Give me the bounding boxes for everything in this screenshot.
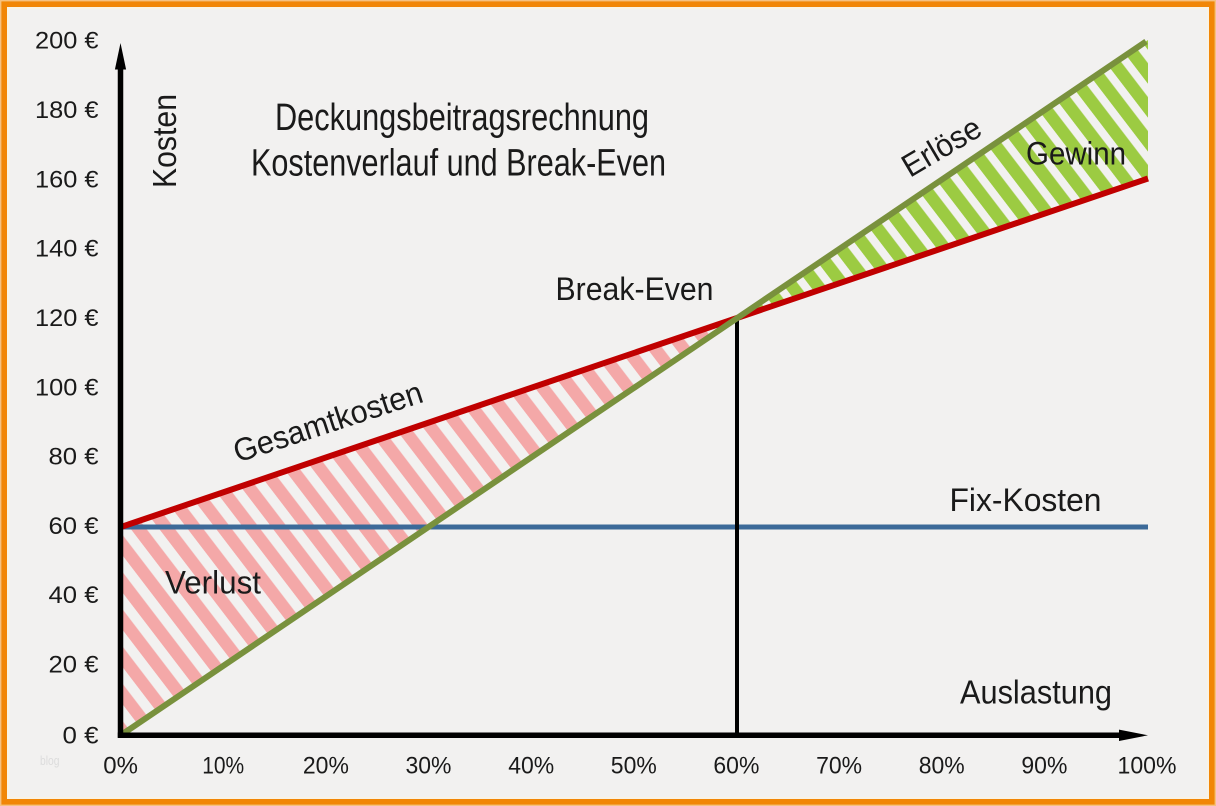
svg-text:120 €: 120 € <box>35 305 99 332</box>
svg-text:Deckungsbeitragsrechnung: Deckungsbeitragsrechnung <box>275 97 649 139</box>
svg-text:100 €: 100 € <box>35 374 99 401</box>
svg-text:0%: 0% <box>103 753 138 780</box>
svg-text:50%: 50% <box>611 753 657 780</box>
svg-text:200 €: 200 € <box>35 28 99 55</box>
svg-text:160 €: 160 € <box>35 166 99 193</box>
svg-text:40%: 40% <box>508 753 554 780</box>
svg-text:20 €: 20 € <box>49 652 100 679</box>
svg-text:40 €: 40 € <box>49 582 100 609</box>
svg-text:10%: 10% <box>202 753 244 780</box>
svg-text:80%: 80% <box>919 753 965 780</box>
svg-text:180 €: 180 € <box>35 97 99 124</box>
svg-text:80 €: 80 € <box>49 444 100 471</box>
svg-text:20%: 20% <box>303 753 349 780</box>
svg-text:Verlust: Verlust <box>165 565 261 601</box>
svg-text:100%: 100% <box>1118 753 1177 780</box>
svg-text:60%: 60% <box>713 753 759 780</box>
svg-text:140 €: 140 € <box>35 236 99 263</box>
svg-text:Fix-Kosten: Fix-Kosten <box>950 482 1102 518</box>
svg-text:30%: 30% <box>406 753 452 780</box>
svg-text:Auslastung: Auslastung <box>960 674 1112 711</box>
svg-text:Break-Even: Break-Even <box>556 271 714 307</box>
svg-text:70%: 70% <box>816 753 862 780</box>
svg-text:Kostenverlauf und Break-Even: Kostenverlauf und Break-Even <box>251 143 666 185</box>
svg-text:Gewinn: Gewinn <box>1026 136 1126 172</box>
svg-text:blog: blog <box>40 754 60 768</box>
svg-text:90%: 90% <box>1021 753 1067 780</box>
svg-text:Kosten: Kosten <box>146 94 183 188</box>
svg-text:60 €: 60 € <box>49 513 100 540</box>
svg-text:0 €: 0 € <box>63 723 100 750</box>
